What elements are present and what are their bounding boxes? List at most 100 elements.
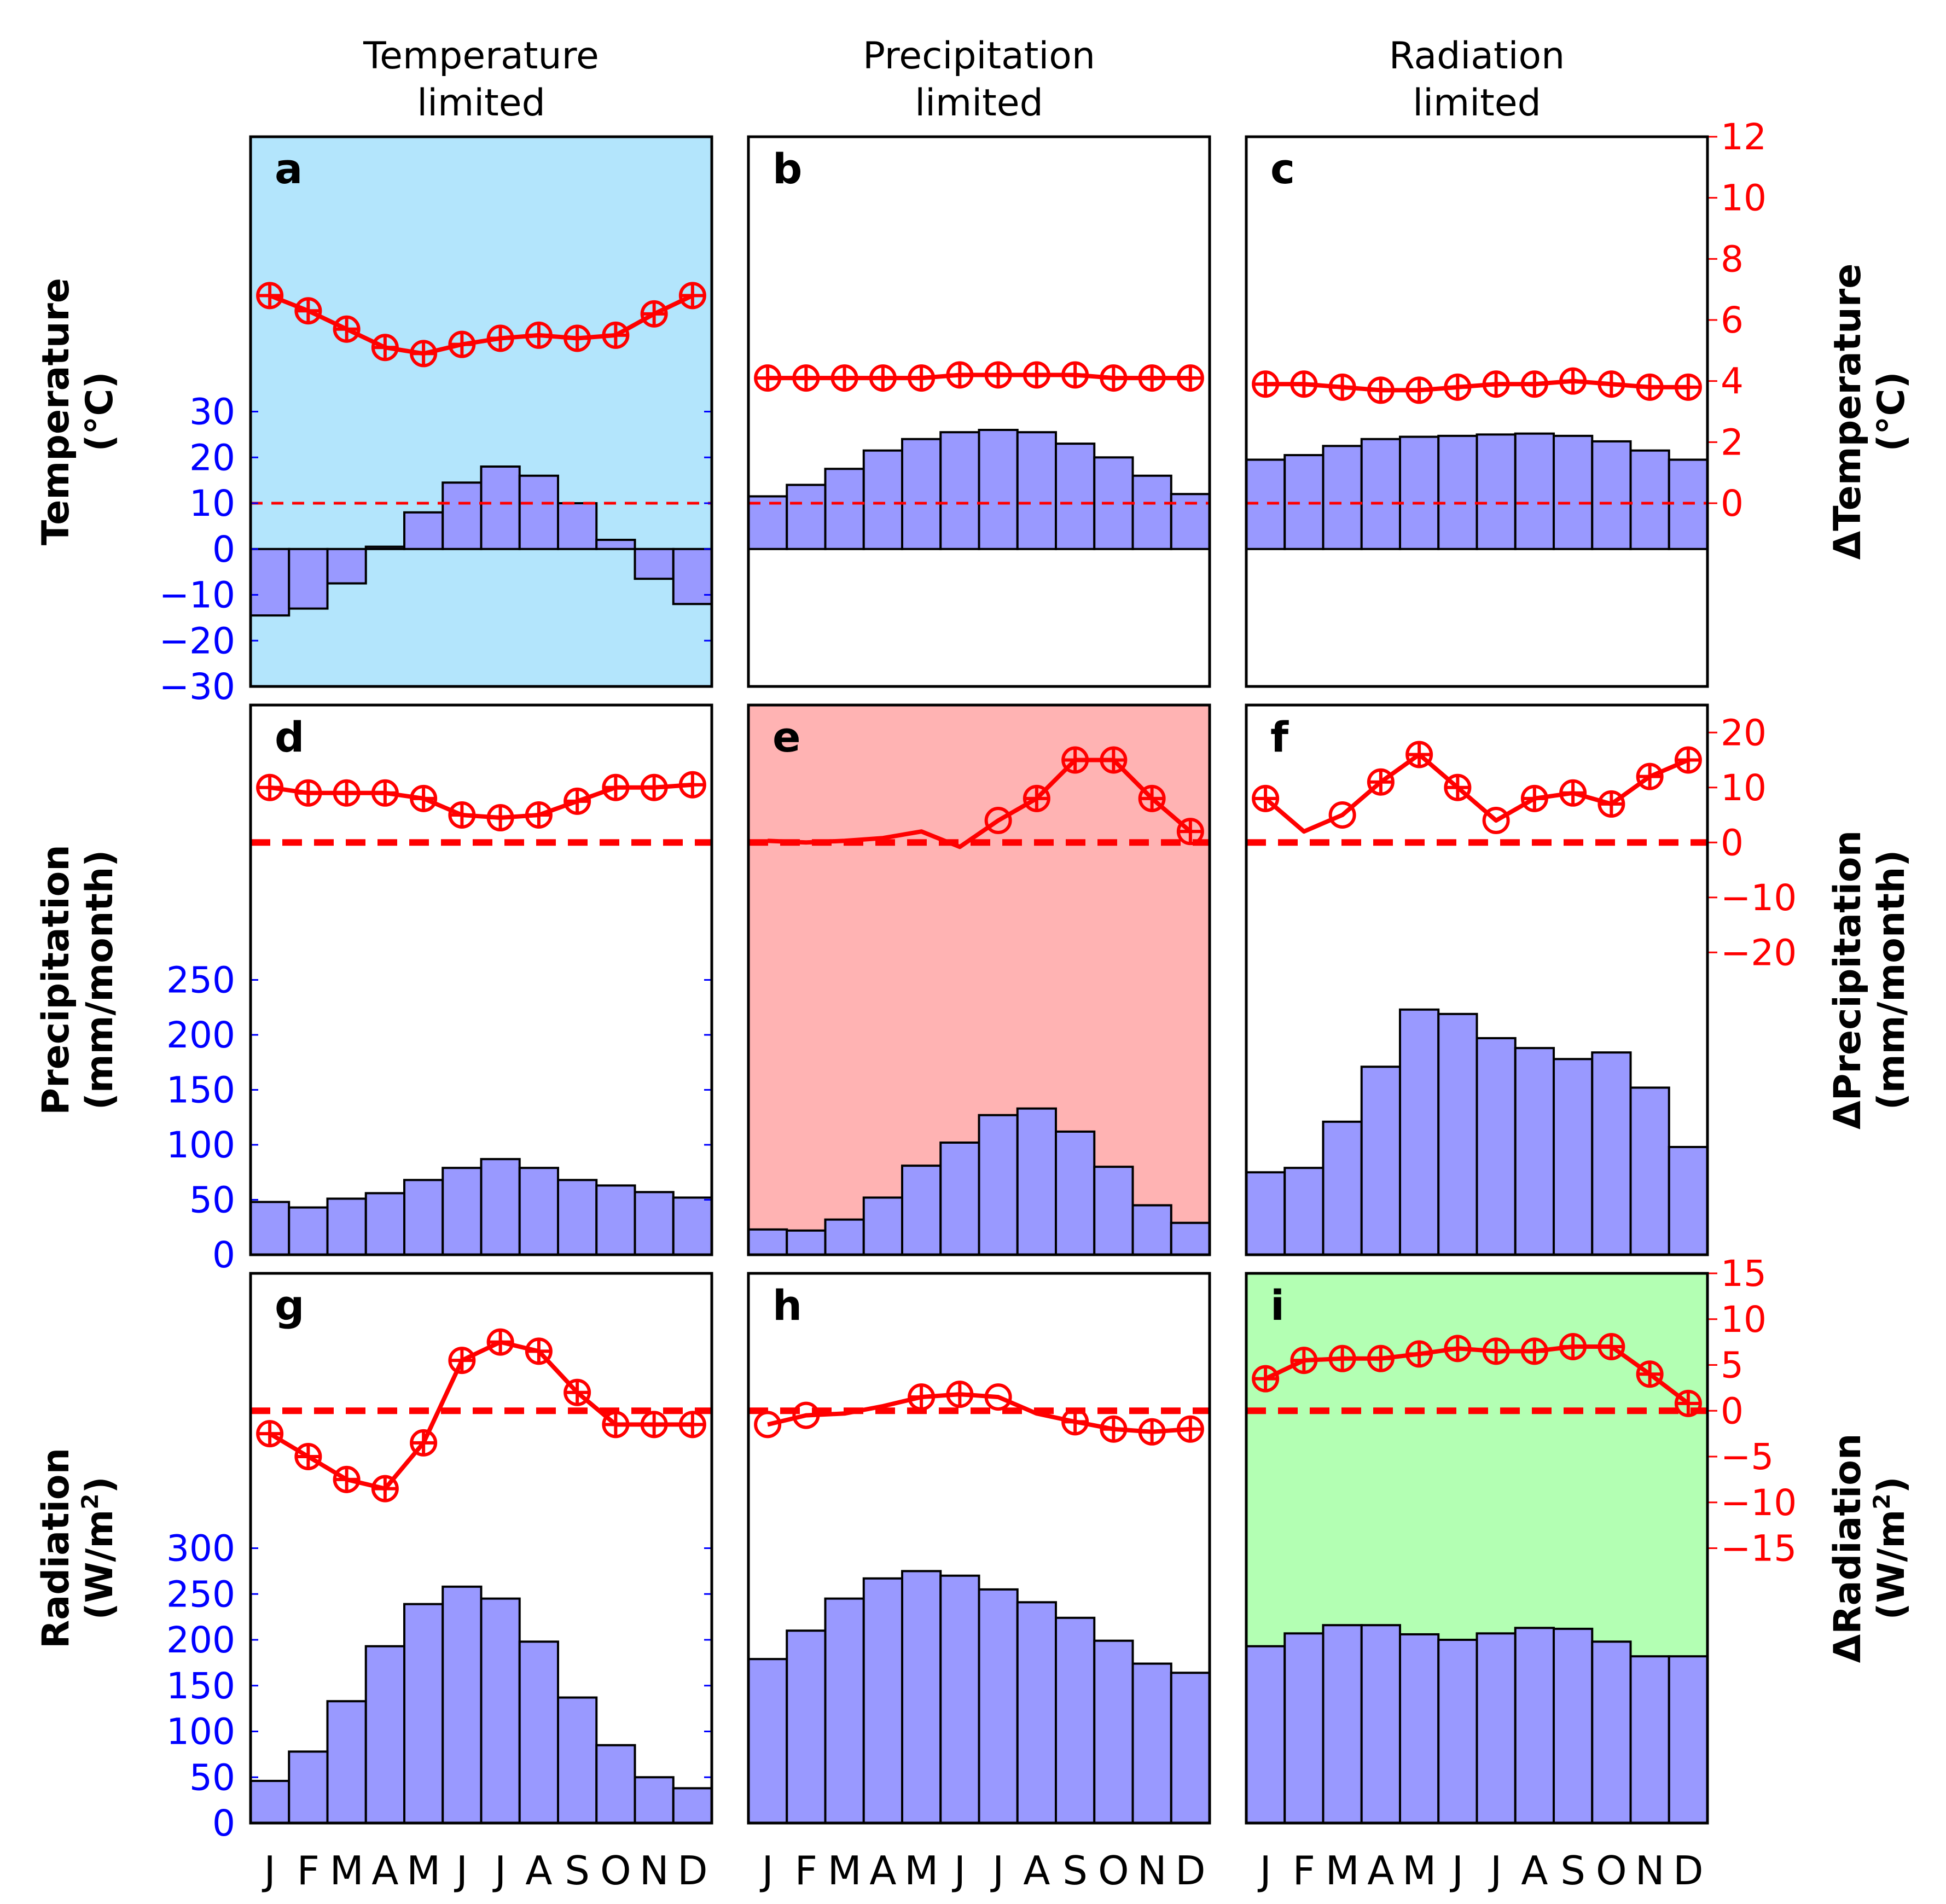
panel-h-bar-5 — [901, 1570, 942, 1824]
right-tick-label-row2-0: 20 — [1721, 712, 1767, 754]
panel-i-bar-2 — [1283, 1632, 1325, 1824]
left-tick-label-row3-6: 0 — [212, 1802, 235, 1844]
panel-c-bar-4 — [1360, 438, 1401, 550]
panel-g-month-label-11: N — [640, 1848, 669, 1894]
panel-h-frame — [747, 1272, 1211, 1825]
ylabel-row-3: Radiation (W/m2) — [34, 1448, 121, 1649]
panel-e-delta-line — [767, 758, 1192, 849]
panel-a-bar-6 — [442, 481, 483, 550]
panel-h-month-label-10: O — [1098, 1848, 1129, 1894]
panel-g-month-label-6: J — [454, 1848, 468, 1894]
panel-f-bar-1 — [1245, 1171, 1286, 1256]
panel-f-frame — [1245, 703, 1709, 1256]
panel-h-month-label-7: J — [990, 1848, 1004, 1894]
svg-text:(°C): (°C) — [1870, 371, 1913, 451]
svg-text:(W/m2): (W/m2) — [1868, 1476, 1913, 1620]
panel-f-bar-11 — [1629, 1086, 1670, 1256]
left-tick-label-row2-0: 250 — [166, 959, 235, 1002]
ylabel-row-1: Temperature (°C) — [34, 278, 121, 545]
panel-a-bar-8 — [518, 474, 559, 550]
panel-h-bar-11 — [1131, 1662, 1172, 1825]
panel-d-bar-2 — [288, 1206, 329, 1256]
delta-marker-h-2 — [792, 1401, 820, 1429]
panel-i-bar-10 — [1591, 1640, 1632, 1825]
panel-b-bar-2 — [786, 484, 827, 550]
panel-b-bar-7 — [978, 429, 1019, 550]
panel-a-bar-9 — [557, 502, 598, 550]
panel-f-bar-12 — [1668, 1146, 1709, 1256]
panel-i-bar-3 — [1322, 1624, 1363, 1824]
panel-e-frame — [747, 703, 1211, 1256]
panel-b-bar-5 — [901, 438, 942, 550]
panel-h-month-label-1: J — [760, 1848, 774, 1894]
panel-c-bar-7 — [1476, 433, 1517, 550]
panel-e-bar-9 — [1055, 1130, 1096, 1256]
panel-f-bar-4 — [1360, 1065, 1401, 1256]
panel-i-month-label-8: A — [1521, 1848, 1548, 1894]
svg-text:ΔRadiation: ΔRadiation — [1826, 1434, 1869, 1663]
panel-h-month-label-6: J — [952, 1848, 966, 1894]
panel-e-bar-3 — [824, 1218, 865, 1256]
panel-d-bar-6 — [442, 1167, 483, 1256]
panel-d-bar-1 — [249, 1201, 291, 1256]
panel-f-bar-10 — [1591, 1051, 1632, 1256]
panel-h-bar-12 — [1170, 1672, 1211, 1825]
panel-c-background — [1246, 137, 1707, 686]
panel-i-month-label-4: A — [1367, 1848, 1394, 1894]
panel-b-frame — [747, 135, 1211, 688]
right-tick-label-row3-2: 5 — [1721, 1344, 1744, 1387]
panel-c-bar-6 — [1437, 434, 1478, 550]
panel-d-bar-3 — [326, 1197, 367, 1256]
right-tick-label-row1-6: 0 — [1721, 482, 1744, 525]
delta-marker-e-7 — [984, 807, 1012, 835]
panel-g-frame — [249, 1272, 713, 1825]
svg-text:Radiation: Radiation — [34, 1448, 78, 1649]
left-tick-label-row2-3: 100 — [166, 1124, 235, 1166]
panel-i-bar-7 — [1476, 1632, 1517, 1824]
svg-text:Temperature: Temperature — [34, 278, 78, 545]
panel-c-bar-3 — [1322, 445, 1363, 550]
panel-f-delta-line — [1264, 752, 1689, 834]
panel-h-month-label-9: S — [1062, 1848, 1088, 1894]
right-tick-label-row1-0: 12 — [1721, 116, 1767, 158]
panel-c-bar-8 — [1514, 432, 1555, 550]
panel-a-frame — [249, 135, 713, 688]
panel-d-bar-8 — [518, 1167, 559, 1256]
panel-g-bar-5 — [403, 1603, 444, 1825]
svg-text:(mm/month): (mm/month) — [78, 850, 121, 1110]
panel-b-bar-11 — [1131, 474, 1172, 550]
right-tick-label-row1-2: 8 — [1721, 238, 1744, 280]
panel-g-month-label-7: J — [492, 1848, 506, 1894]
panel-g-bar-1 — [249, 1779, 291, 1824]
panel-e-bar-11 — [1131, 1204, 1172, 1256]
panel-i-bar-11 — [1629, 1655, 1670, 1824]
panel-b-background — [748, 137, 1210, 686]
panel-d-bar-11 — [634, 1191, 675, 1256]
panel-e-bar-10 — [1093, 1166, 1134, 1256]
panel-e-bar-1 — [747, 1228, 788, 1256]
right-tick-label-row2-3: −10 — [1721, 877, 1797, 919]
right-ylabel-row-3: ΔRadiation (W/m2) — [1826, 1434, 1913, 1663]
left-tick-label-row3-4: 100 — [166, 1711, 235, 1753]
panel-h-bar-3 — [824, 1597, 865, 1824]
panel-g-month-label-9: S — [565, 1848, 590, 1894]
panel-i-bar-5 — [1399, 1633, 1440, 1824]
panel-b-bar-9 — [1055, 442, 1096, 550]
panel-g-month-label-4: A — [371, 1848, 398, 1894]
panel-d-letter: d — [275, 713, 304, 761]
panel-b-bar-4 — [862, 449, 903, 550]
column-title-1: Temperature limited — [363, 34, 599, 125]
delta-marker-f-7 — [1482, 807, 1510, 835]
panel-e-bar-4 — [862, 1196, 903, 1256]
right-tick-label-row1-4: 4 — [1721, 360, 1744, 403]
panel-a-letter: a — [275, 144, 303, 193]
panel-i-bar-1 — [1245, 1645, 1286, 1825]
right-ylabel-row-2: ΔPrecipitation (mm/month) — [1826, 830, 1913, 1129]
left-tick-label-row2-2: 150 — [166, 1069, 235, 1111]
right-tick-label-row3-6: −15 — [1721, 1528, 1797, 1570]
column-title-2: Precipitation limited — [863, 34, 1095, 125]
panel-g-bar-9 — [557, 1696, 598, 1824]
panel-i-month-label-5: M — [1402, 1848, 1436, 1894]
panel-h-bar-2 — [786, 1629, 827, 1824]
left-tick-label-row2-1: 200 — [166, 1014, 235, 1056]
